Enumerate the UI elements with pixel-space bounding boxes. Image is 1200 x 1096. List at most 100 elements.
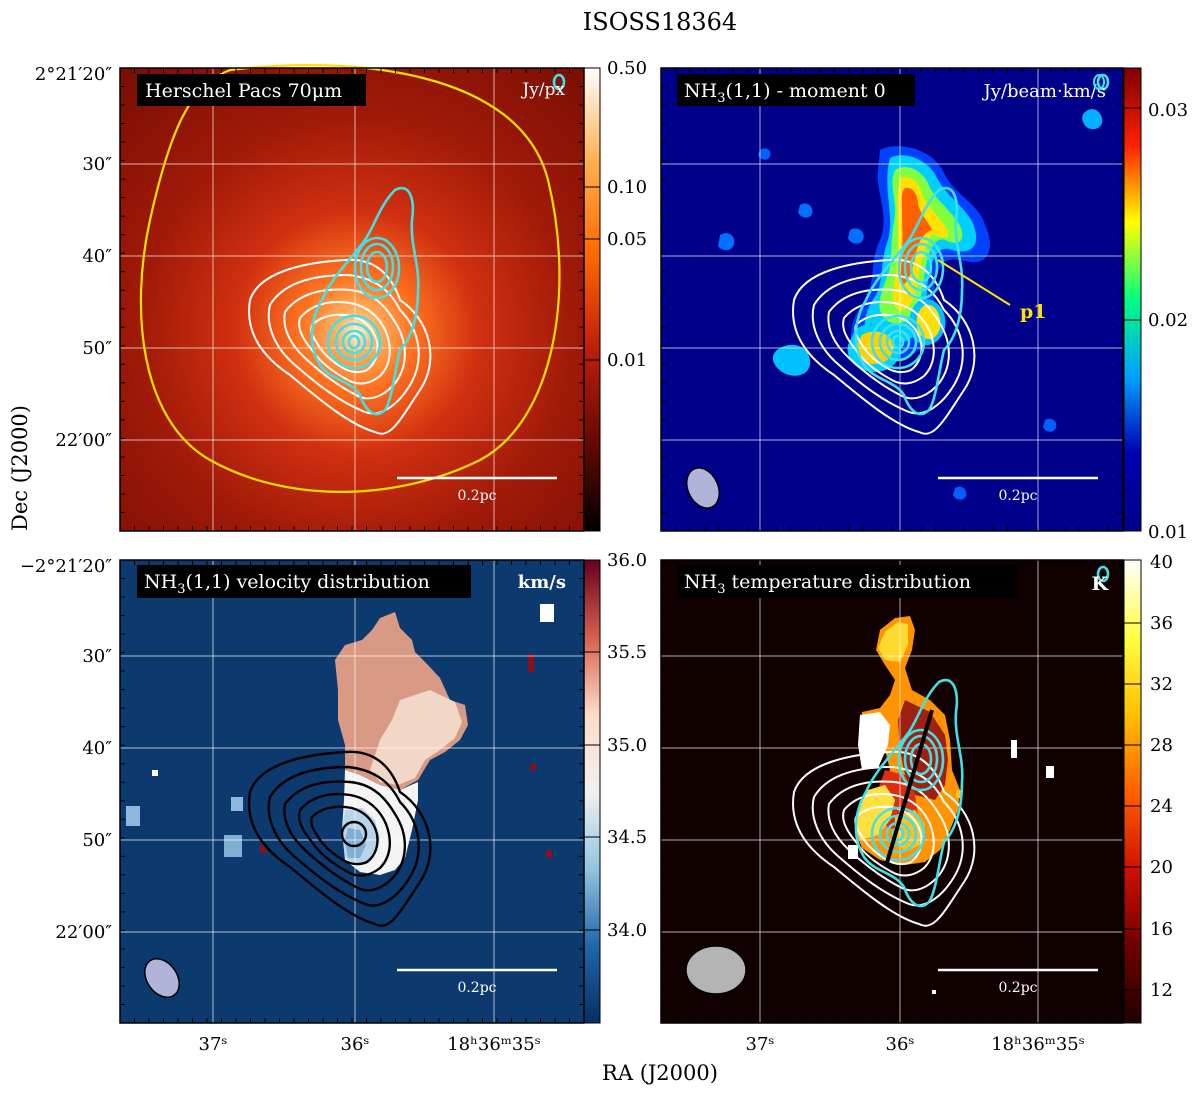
velocity-patch	[528, 654, 534, 672]
temperature-region-white	[858, 712, 890, 770]
velocity-patch	[152, 770, 158, 776]
panel-nh3-velocity-grid	[120, 560, 584, 1023]
emission-blob	[798, 203, 813, 218]
scalebar-label: 0.2pc	[457, 488, 496, 504]
emission-blob	[758, 148, 771, 160]
temperature-region-yellow	[855, 785, 895, 840]
colorbar-moment0-bar	[1123, 67, 1142, 532]
colorbar-temperature: 40 36 32 28 24 20 16 12	[1123, 552, 1173, 1024]
velocity-patch	[231, 797, 243, 811]
dec-tick-label: 22′00″	[55, 430, 112, 451]
dec-tick-label: 30″	[82, 154, 112, 175]
dec-axis-bottom: −2°21′20″ 30″ 40″ 50″ 22′00″	[20, 556, 112, 943]
panel-nh3-moment0: p1 0.2pc NH3(1,1) - moment 0 Jy/beam·km/…	[661, 68, 1123, 531]
panel-herschel-background	[120, 68, 584, 531]
colorbar-tick-label: 12	[1150, 980, 1173, 1001]
colorbar-temperature-ticks: 40 36 32 28 24 20 16 12	[1124, 552, 1173, 1001]
dec-tick-label: 50″	[82, 830, 112, 851]
yellow-contour	[139, 64, 561, 493]
p1-pointer-line	[937, 259, 1011, 306]
colorbar-tick-label: 24	[1150, 796, 1173, 817]
emission-blob	[772, 344, 811, 376]
colorbar-tick-label: 34.0	[607, 920, 647, 941]
colorbar-tick-label: 16	[1150, 919, 1173, 940]
dec-axis-top: 2°21′20″ 30″ 40″ 50″ 22′00″	[35, 64, 112, 451]
colorbar-tick-label: 40	[1150, 552, 1173, 573]
colorbar-herschel-ticks: 0.50 0.10 0.05 0.01	[584, 58, 647, 371]
x-axis-label: RA (J2000)	[602, 1061, 718, 1085]
panel-nh3-velocity-unit: km/s	[518, 572, 566, 593]
colorbar-tick-label: 28	[1150, 735, 1173, 756]
colorbar-moment0-ticks: 0.03 0.02 0.01	[1124, 100, 1188, 543]
temperature-patch	[932, 990, 936, 994]
panel-nh3-temperature-label: NH3 temperature distribution	[684, 571, 971, 597]
panel-nh3-moment0-unit: Jy/beam·km/s	[982, 81, 1106, 102]
colorbar-herschel-bar	[583, 67, 601, 532]
colorbar-tick-label: 35.5	[607, 642, 647, 663]
velocity-patch	[530, 764, 536, 770]
dec-tick-label: 40″	[82, 246, 112, 267]
panel-nh3-velocity-label-box	[137, 565, 471, 598]
ra-tick-label: 36ˢ	[886, 1034, 915, 1055]
colorbar-herschel: 0.50 0.10 0.05 0.01	[583, 58, 647, 532]
scalebar: 0.2pc	[397, 968, 557, 996]
colorbar-tick-label: 0.01	[607, 350, 647, 371]
colorbar-tick-label: 32	[1150, 674, 1173, 695]
cut-line	[884, 709, 934, 867]
p1-annotation: p1	[1020, 301, 1047, 323]
minor-ticks	[120, 68, 1123, 1023]
temperature-patch	[956, 790, 962, 798]
colorbar-tick-label: 0.01	[1148, 522, 1188, 543]
velocity-region-pink	[370, 690, 462, 785]
velocity-patch	[260, 845, 266, 853]
velocity-patch	[126, 806, 140, 826]
ra-tick-label: 18ʰ36ᵐ35ˢ	[447, 1034, 541, 1055]
velocity-patch	[546, 850, 552, 858]
ra-tick-label: 18ʰ36ᵐ35ˢ	[991, 1034, 1085, 1055]
colorbar-velocity-bar	[583, 559, 601, 1024]
colorbar-tick-label: 0.10	[607, 177, 647, 198]
scalebar-label: 0.2pc	[998, 980, 1037, 996]
white-contours	[792, 258, 976, 435]
emission-blob	[718, 233, 735, 251]
scalebar-label: 0.2pc	[998, 488, 1037, 504]
scalebar: 0.2pc	[397, 476, 557, 504]
emission-blob	[848, 228, 864, 244]
panel-herschel: 0.2pc Herschel Pacs 70μm Jy/px	[120, 64, 584, 531]
emission-blob	[1082, 109, 1103, 130]
colorbar-tick-label: 35.0	[607, 735, 647, 756]
colorbar-moment0: 0.03 0.02 0.01	[1123, 67, 1188, 543]
scalebar: 0.2pc	[938, 968, 1098, 996]
colorbar-tick-label: 0.05	[607, 229, 647, 250]
beam-ellipse	[144, 958, 180, 998]
cyan-contour-marker	[1093, 74, 1105, 90]
panel-nh3-velocity-label: NH3(1,1) velocity distribution	[144, 571, 430, 597]
dec-tick-label: −2°21′20″	[20, 556, 112, 577]
colorbar-tick-label: 0.50	[607, 58, 647, 79]
colorbar-tick-label: 0.02	[1148, 310, 1188, 331]
emission-blob	[1043, 418, 1057, 432]
temperature-patch	[1011, 740, 1017, 758]
colorbar-velocity: 36.0 35.5 35.0 34.5 34.0	[583, 550, 647, 1024]
white-contours	[248, 258, 432, 435]
temperature-patch	[848, 845, 858, 859]
dec-tick-label: 22′00″	[55, 922, 112, 943]
ra-tick-label: 37ˢ	[199, 1034, 228, 1055]
panel-nh3-temperature-label-box	[677, 565, 1017, 598]
beam-ellipse	[686, 467, 720, 509]
dec-tick-label: 30″	[82, 646, 112, 667]
cyan-contours	[310, 73, 566, 416]
figure-title: ISOSS18364	[583, 8, 737, 36]
white-contours	[792, 750, 976, 927]
emission-blob	[953, 486, 967, 500]
scalebar: 0.2pc	[938, 476, 1098, 504]
colorbar-tick-label: 34.5	[607, 827, 647, 848]
dec-tick-label: 40″	[82, 738, 112, 759]
panel-nh3-moment0-grid	[661, 68, 1123, 531]
colorbar-tick-label: 36	[1150, 613, 1173, 634]
colorbar-temperature-bar	[1123, 559, 1142, 1024]
velocity-patch	[540, 604, 554, 622]
black-contours	[247, 750, 432, 927]
panel-nh3-temperature-unit: K	[1091, 573, 1109, 595]
